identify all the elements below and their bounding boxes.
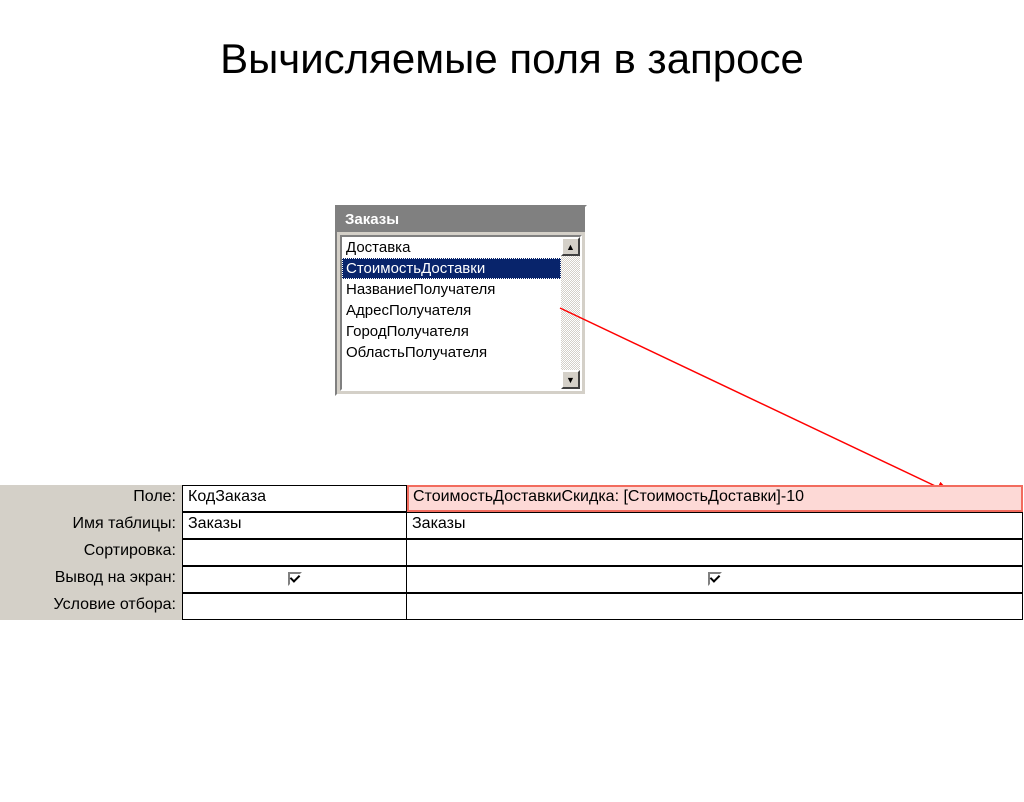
row-label-show: Вывод на экран:	[0, 566, 182, 593]
row-label-sort: Сортировка:	[0, 539, 182, 566]
row-show: Вывод на экран:	[0, 566, 1024, 593]
field-list-items: Доставка СтоимостьДоставки НазваниеПолуч…	[342, 237, 561, 389]
scroll-up-button[interactable]: ▲	[561, 237, 580, 256]
drag-arrow	[555, 303, 985, 503]
row-label-field: Поле:	[0, 485, 182, 512]
row-sort: Сортировка:	[0, 539, 1024, 566]
cell-sort-col2[interactable]	[407, 539, 1023, 566]
page-title: Вычисляемые поля в запросе	[0, 35, 1024, 83]
scroll-down-button[interactable]: ▼	[561, 370, 580, 389]
field-item[interactable]: ГородПолучателя	[342, 321, 561, 342]
row-table: Имя таблицы: Заказы Заказы	[0, 512, 1024, 539]
cell-field-col1[interactable]: КодЗаказа	[182, 485, 407, 512]
row-label-table: Имя таблицы:	[0, 512, 182, 539]
query-design-grid: Поле: КодЗаказа СтоимостьДоставкиСкидка:…	[0, 485, 1024, 620]
row-criteria: Условие отбора:	[0, 593, 1024, 620]
field-item[interactable]: ОбластьПолучателя	[342, 342, 561, 363]
field-list-titlebar[interactable]: Заказы	[337, 207, 585, 232]
field-list-panel: Заказы Доставка СтоимостьДоставки Назван…	[335, 205, 587, 396]
field-list-body: Доставка СтоимостьДоставки НазваниеПолуч…	[340, 235, 582, 391]
field-item-selected[interactable]: СтоимостьДоставки	[342, 258, 561, 279]
scrollbar[interactable]: ▲ ▼	[561, 237, 580, 389]
cell-field-col2[interactable]: СтоимостьДоставкиСкидка: [СтоимостьДоста…	[407, 485, 1023, 512]
cell-table-col2[interactable]: Заказы	[407, 512, 1023, 539]
checkbox-show-col2[interactable]	[708, 572, 722, 586]
cell-sort-col1[interactable]	[182, 539, 407, 566]
row-label-criteria: Условие отбора:	[0, 593, 182, 620]
cell-criteria-col2[interactable]	[407, 593, 1023, 620]
cell-table-col1[interactable]: Заказы	[182, 512, 407, 539]
field-item[interactable]: Доставка	[342, 237, 561, 258]
field-item[interactable]: НазваниеПолучателя	[342, 279, 561, 300]
field-item[interactable]: АдресПолучателя	[342, 300, 561, 321]
row-field: Поле: КодЗаказа СтоимостьДоставкиСкидка:…	[0, 485, 1024, 512]
cell-show-col2[interactable]	[407, 566, 1023, 593]
cell-criteria-col1[interactable]	[182, 593, 407, 620]
cell-show-col1[interactable]	[182, 566, 407, 593]
checkbox-show-col1[interactable]	[288, 572, 302, 586]
